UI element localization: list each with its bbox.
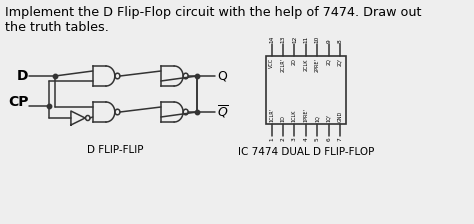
Text: 7: 7	[337, 137, 343, 141]
Text: 12: 12	[292, 36, 297, 43]
Text: 2Q: 2Q	[326, 58, 331, 65]
Text: 1D: 1D	[281, 115, 285, 122]
Text: 2CLR': 2CLR'	[281, 58, 285, 72]
Text: 1Q': 1Q'	[326, 114, 331, 122]
Text: $\overline{Q}$: $\overline{Q}$	[218, 104, 229, 120]
Text: 10: 10	[315, 36, 320, 43]
Text: 1PRE': 1PRE'	[303, 108, 309, 122]
Bar	[266, 56, 346, 124]
Text: 1CLR': 1CLR'	[269, 108, 274, 122]
Text: Q: Q	[218, 69, 228, 82]
Text: 5: 5	[315, 137, 320, 141]
Text: 1Q: 1Q	[315, 115, 320, 122]
Text: 2D: 2D	[292, 58, 297, 65]
Text: 3: 3	[292, 137, 297, 141]
Text: Implement the D Flip-Flop circuit with the help of 7474. Draw out
the truth tabl: Implement the D Flip-Flop circuit with t…	[5, 6, 422, 34]
Text: CP: CP	[8, 95, 28, 109]
Text: 14: 14	[269, 36, 274, 43]
Text: 8: 8	[337, 39, 343, 43]
Text: GND: GND	[337, 111, 343, 122]
Text: 2PRE': 2PRE'	[315, 58, 320, 72]
Text: 2Q': 2Q'	[337, 58, 343, 66]
Text: 13: 13	[281, 36, 285, 43]
Text: D: D	[17, 69, 28, 83]
Text: 1: 1	[269, 137, 274, 141]
Text: 2CLK: 2CLK	[303, 58, 309, 71]
Text: 11: 11	[303, 36, 309, 43]
Text: 1CLK: 1CLK	[292, 110, 297, 122]
Text: D FLIP-FLIP: D FLIP-FLIP	[87, 145, 144, 155]
Text: VCC: VCC	[269, 58, 274, 68]
Text: 2: 2	[281, 137, 285, 141]
Text: 6: 6	[326, 137, 331, 141]
Text: 4: 4	[303, 137, 309, 141]
Text: IC 7474 DUAL D FLIP-FLOP: IC 7474 DUAL D FLIP-FLOP	[237, 147, 374, 157]
Text: 9: 9	[326, 39, 331, 43]
